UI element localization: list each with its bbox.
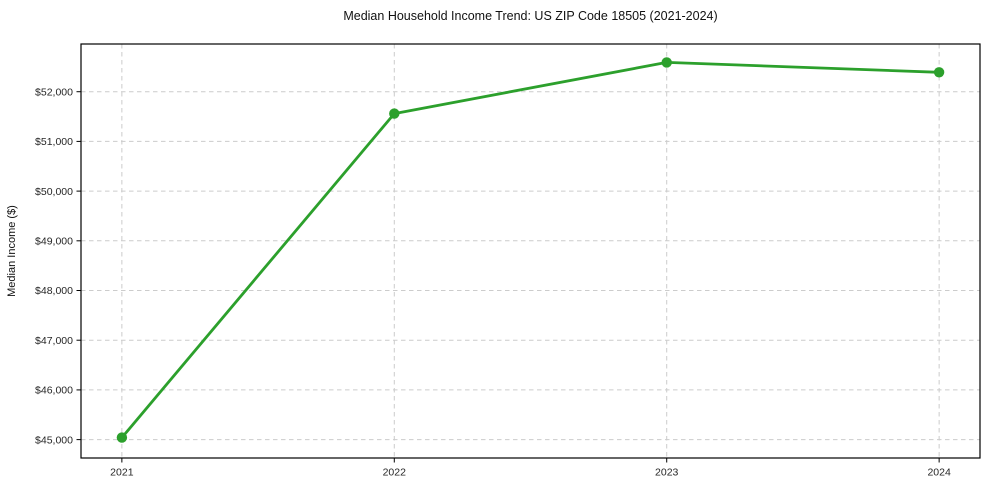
x-tick-label: 2022	[383, 467, 407, 479]
y-tick-label: $46,000	[35, 385, 73, 397]
data-point-marker	[116, 432, 128, 443]
chart-title: Median Household Income Trend: US ZIP Co…	[343, 9, 718, 23]
y-tick-label: $45,000	[35, 434, 73, 446]
y-axis-label: Median Income ($)	[6, 205, 18, 297]
y-tick-label: $47,000	[35, 335, 73, 347]
x-tick-label: 2021	[110, 467, 134, 479]
y-tick-label: $48,000	[35, 285, 73, 297]
x-tick-label: 2024	[927, 467, 951, 479]
x-tick-label: 2023	[655, 467, 679, 479]
y-tick-label: $52,000	[35, 86, 73, 98]
data-point-marker	[933, 67, 945, 78]
y-tick-label: $51,000	[35, 136, 73, 148]
data-point-marker	[661, 57, 672, 68]
y-tick-label: $49,000	[35, 236, 73, 248]
income-trend-line	[120, 61, 941, 440]
y-tick-label: $50,000	[35, 186, 73, 198]
data-point-marker	[389, 108, 400, 119]
plot-border	[80, 43, 981, 459]
